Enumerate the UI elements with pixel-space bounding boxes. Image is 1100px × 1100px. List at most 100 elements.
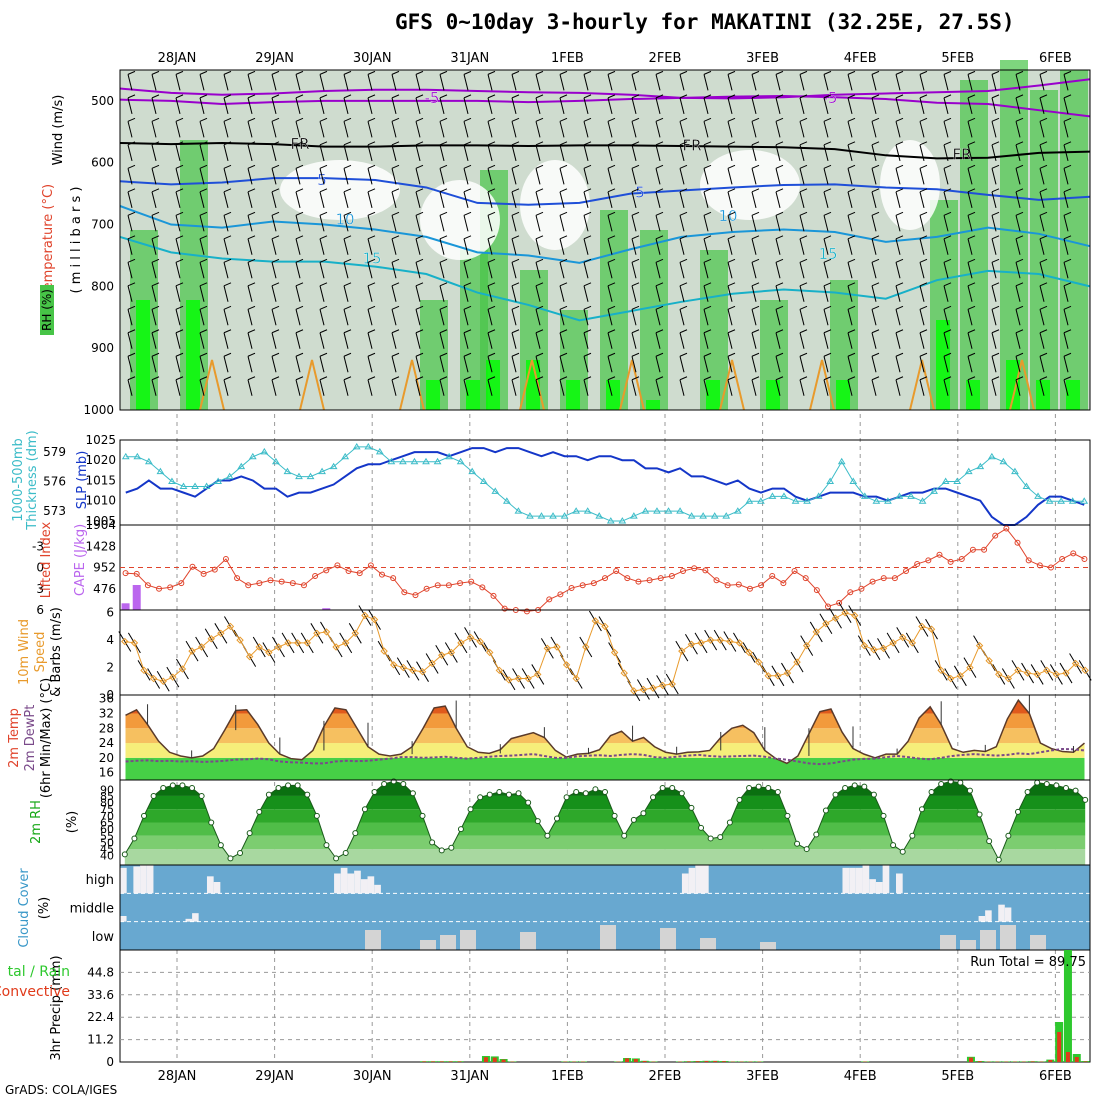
- rh-tick: 80: [100, 797, 114, 810]
- wind-barb: [751, 215, 757, 232]
- wind-barb: [463, 379, 469, 396]
- wind-barb-flag: [871, 70, 880, 75]
- wind-barb-flag: [559, 282, 568, 287]
- wind-barb: [943, 74, 949, 91]
- wind-barb-flag: [415, 329, 424, 334]
- wind-barb: [487, 309, 493, 326]
- wind-barb: [247, 285, 253, 302]
- date-label-top: 1FEB: [551, 51, 584, 66]
- rh-point: [630, 816, 637, 823]
- wind-barb-flag: [775, 164, 784, 169]
- wind-barb: [607, 74, 613, 91]
- li-point: [367, 562, 374, 569]
- wind-barb-flag: [391, 282, 400, 287]
- wind-barb-flag: [343, 141, 352, 146]
- wind-barb: [1063, 285, 1069, 302]
- wind-barb-flag: [823, 305, 832, 310]
- rh-point: [477, 794, 484, 801]
- rh-point: [592, 786, 599, 793]
- wind-barb: [727, 356, 733, 373]
- wind-speed-point: [303, 639, 311, 647]
- wind-barb: [175, 332, 181, 349]
- li-point: [256, 580, 263, 587]
- wind-barb-flag: [751, 70, 760, 75]
- wind-barb-flag: [559, 188, 568, 193]
- cloud-unit: (%): [37, 897, 52, 920]
- rh-point: [640, 810, 647, 817]
- wind-barb-flag: [199, 211, 208, 216]
- wind-barb: [655, 97, 661, 114]
- thickness-point: [341, 452, 350, 460]
- wind-barb: [895, 74, 901, 91]
- low-cloud-cell: [365, 930, 381, 950]
- wind-speed-point: [226, 622, 235, 631]
- wind-barb: [943, 356, 949, 373]
- wind-barb-flag: [559, 329, 568, 334]
- thickness-point: [1080, 497, 1089, 504]
- wind-barb-flag: [271, 352, 280, 357]
- wind-barb-flag: [463, 188, 472, 193]
- wind-barb: [607, 285, 613, 302]
- wind-barb-flag: [607, 164, 616, 169]
- wind-barb: [607, 238, 613, 255]
- wind-barb-flag: [175, 211, 184, 216]
- cloud-cell: [849, 867, 856, 894]
- wind-barb-flag: [751, 258, 760, 263]
- wind-barb-flag: [511, 164, 520, 169]
- thickness-point: [768, 492, 777, 499]
- wind-barb-flag: [199, 141, 208, 146]
- thickness-tick: 576: [43, 475, 66, 489]
- wind-barb-flag: [343, 211, 352, 216]
- wind-barb: [463, 215, 469, 232]
- wind-barb-flag: [175, 282, 184, 287]
- wind-speed-point: [169, 673, 177, 681]
- wind-barb: [295, 285, 301, 302]
- wind-barb-flag: [127, 329, 136, 334]
- li-point: [334, 562, 341, 569]
- wind-barb-flag: [847, 70, 856, 75]
- cloud-row-label: low: [92, 930, 115, 945]
- wind-barb: [271, 144, 277, 161]
- precip-convective-bar: [686, 1061, 691, 1062]
- wind-barb: [607, 97, 613, 114]
- wind-speed-point: [726, 637, 734, 646]
- wind-barb-flag: [151, 258, 160, 263]
- wind-barb: [559, 356, 565, 373]
- wind-barb-flag: [487, 188, 496, 193]
- wind-barb-flag: [463, 305, 472, 310]
- wind-barb-flag: [727, 117, 736, 122]
- precip-convective-bar: [1083, 1061, 1088, 1062]
- wind-barb-flag: [895, 141, 904, 146]
- wind-speed-point: [995, 670, 1003, 679]
- wind-barb-flag: [1039, 258, 1048, 263]
- wind-barb-flag: [1015, 211, 1024, 216]
- wind-speed-point: [582, 643, 590, 651]
- wind-barb: [319, 285, 325, 302]
- wind-barb: [775, 121, 781, 138]
- date-label-bottom: 1FEB: [551, 1069, 584, 1084]
- wind-barb: [1039, 191, 1045, 208]
- wind-barb-flag: [583, 211, 592, 216]
- wind-barb-flag: [127, 235, 136, 240]
- wind-barb: [823, 74, 829, 91]
- wind-barb-flag: [679, 258, 688, 263]
- wind-barb-flag: [151, 117, 160, 122]
- wind-barb: [463, 356, 469, 373]
- rh-saturated-core: [606, 380, 620, 410]
- wind-barb: [751, 238, 757, 255]
- wind-barb-flag: [967, 188, 976, 193]
- wind-speed-point: [1052, 670, 1061, 679]
- wind-barb: [415, 356, 421, 373]
- wind-barb: [151, 262, 157, 279]
- wind-barb-flag: [967, 352, 976, 357]
- wind-barb: [1039, 238, 1045, 255]
- wind-speed-point: [438, 651, 446, 659]
- wind-speed-point: [1004, 674, 1013, 683]
- rh-band: [124, 795, 1086, 810]
- wind-barb: [703, 144, 709, 161]
- chart-title: GFS 0~10day 3-hourly for MAKATINI (32.25…: [395, 10, 1015, 34]
- thickness-point: [641, 507, 650, 514]
- wind-barb-flag: [127, 141, 136, 146]
- wind-barb: [223, 215, 229, 232]
- wind-barb-flag: [271, 258, 280, 263]
